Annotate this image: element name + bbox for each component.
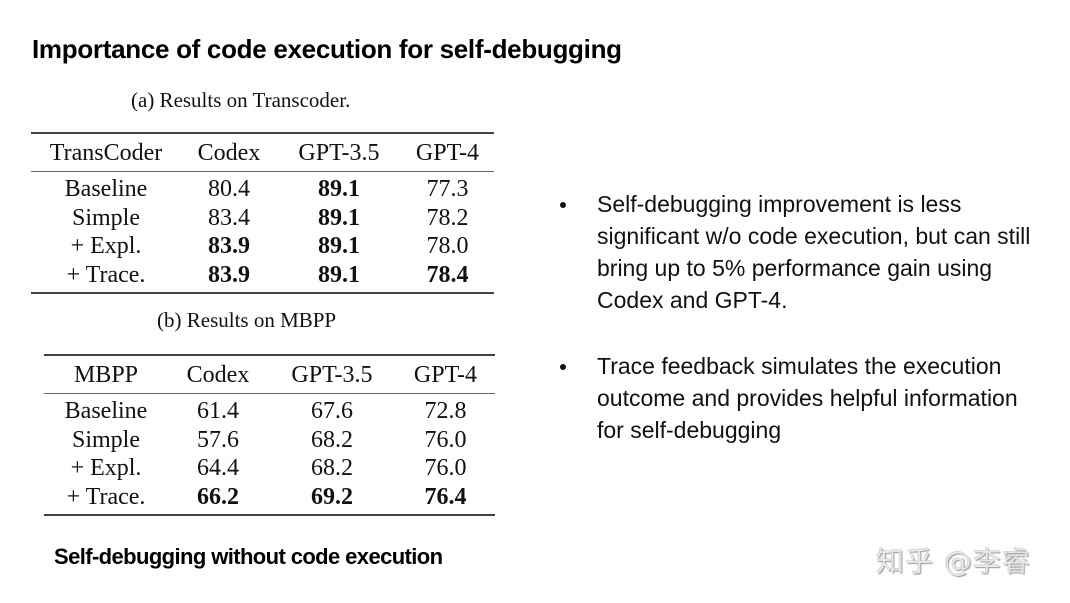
cell-value-best: 66.2: [197, 483, 239, 510]
cell-value-best: 89.1: [318, 261, 360, 288]
table-row: + Trace. 83.9 89.1 78.4: [31, 261, 494, 294]
table-row: Baseline 80.4 89.1 77.3: [31, 172, 494, 204]
slide-title: Importance of code execution for self-de…: [32, 34, 622, 64]
cell-value: 78.2: [426, 204, 469, 231]
cell-value-best: 89.1: [318, 176, 360, 202]
cell-value: 61.4: [197, 398, 239, 424]
column-header: GPT-3.5: [291, 362, 373, 388]
table-caption-transcoder: (a) Results on Transcoder.: [131, 88, 351, 112]
watermark: 知乎 @李睿: [876, 545, 1031, 578]
column-header: MBPP: [73, 362, 139, 388]
table-row: Simple 57.6 68.2 76.0: [44, 426, 495, 455]
cell-value: 64.4: [197, 455, 239, 481]
cell-value: 72.8: [424, 398, 467, 424]
bullet-dot-icon: [560, 202, 566, 208]
row-label: Baseline: [64, 176, 148, 202]
cell-value-best: 76.4: [424, 483, 467, 510]
row-label: + Trace.: [66, 483, 146, 510]
table-row: + Expl. 64.4 68.2 76.0: [44, 454, 495, 483]
bullet-dot-icon: [560, 364, 566, 370]
cell-value: 83.4: [208, 204, 250, 231]
cell-value-best: 89.1: [318, 233, 360, 259]
table-row: + Expl. 83.9 89.1 78.0: [31, 232, 494, 261]
row-label: Simple: [71, 204, 140, 231]
bullet-list: Self-debugging improvement is less signi…: [558, 188, 1048, 480]
bullet-text: Trace feedback simulates the execution o…: [597, 353, 1018, 443]
cell-value-best: 69.2: [311, 483, 353, 510]
footer-caption: Self-debugging without code execution: [54, 544, 443, 569]
cell-value: 68.2: [311, 426, 353, 453]
column-header: GPT-3.5: [298, 140, 380, 166]
row-label: + Expl.: [70, 233, 142, 259]
cell-value-best: 78.4: [426, 261, 469, 288]
bullet-item: Self-debugging improvement is less signi…: [558, 188, 1048, 316]
table-row: Simple 83.4 89.1 78.2: [31, 204, 494, 233]
column-header: GPT-4: [415, 140, 480, 166]
column-header: Codex: [197, 140, 261, 166]
row-label: Baseline: [64, 398, 148, 424]
cell-value: 68.2: [311, 455, 353, 481]
column-header: Codex: [186, 362, 250, 388]
cell-value-best: 83.9: [208, 233, 250, 259]
column-header: GPT-4: [413, 362, 478, 388]
cell-value-best: 83.9: [208, 261, 250, 288]
cell-value: 57.6: [197, 426, 239, 453]
table-row: Baseline 61.4 67.6 72.8: [44, 394, 495, 426]
cell-value: 78.0: [426, 233, 469, 259]
cell-value: 80.4: [208, 176, 250, 202]
cell-value: 76.0: [424, 426, 467, 453]
cell-value: 67.6: [311, 398, 353, 424]
table-caption-mbpp: (b) Results on MBPP: [157, 308, 337, 332]
cell-value-best: 89.1: [318, 204, 360, 231]
mbpp-results-table: MBPP Codex GPT-3.5 GPT-4 Baseline 61.4 6…: [44, 354, 495, 516]
row-label: + Expl.: [70, 455, 142, 481]
bullet-text: Self-debugging improvement is less signi…: [597, 191, 1031, 313]
cell-value: 77.3: [426, 176, 469, 202]
row-label: Simple: [71, 426, 140, 453]
cell-value: 76.0: [424, 455, 467, 481]
table-row: + Trace. 66.2 69.2 76.4: [44, 483, 495, 516]
bullet-item: Trace feedback simulates the execution o…: [558, 350, 1048, 446]
row-label: + Trace.: [66, 261, 146, 288]
table-header-row: TransCoder Codex GPT-3.5 GPT-4: [31, 133, 494, 172]
table-header-row: MBPP Codex GPT-3.5 GPT-4: [44, 355, 495, 394]
transcoder-results-table: TransCoder Codex GPT-3.5 GPT-4 Baseline …: [31, 132, 494, 294]
column-header: TransCoder: [49, 140, 163, 166]
